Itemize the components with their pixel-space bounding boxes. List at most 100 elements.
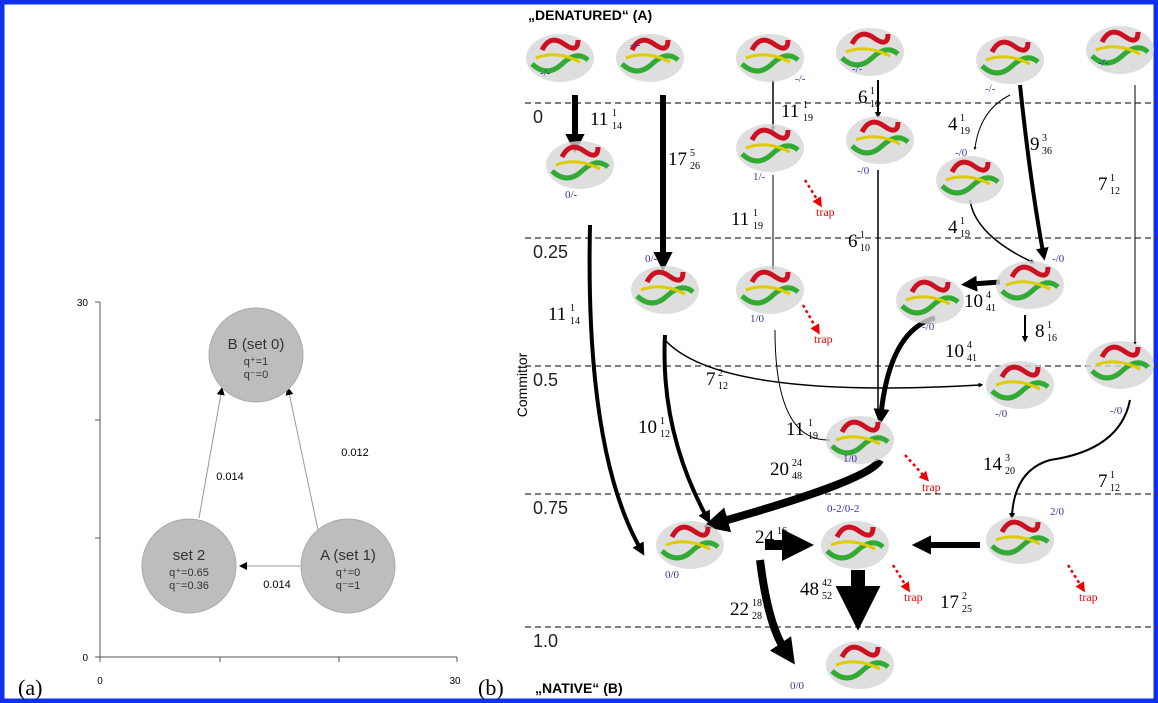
flux-min: 19 [753,221,763,232]
state-label: -/- [795,73,806,85]
edge [199,388,222,518]
flux-value: 7 [1098,471,1108,492]
state-node [209,308,303,402]
flux-max: 3 [1005,453,1010,464]
flux-value: 17 [940,592,959,613]
state-label: 1/0 [750,313,765,325]
flux-arrow [970,200,1032,262]
state-label: 1/- [753,171,766,183]
state-label: 0/- [645,253,658,265]
flux-min: 48 [792,471,802,482]
flux-max: 24 [792,458,802,469]
flux-max: 1 [870,86,875,97]
flux-value: 48 [800,579,819,600]
y-tick-label: 30 [77,298,89,309]
flux-min: 12 [1110,483,1120,494]
trap-arrow [1068,565,1081,586]
flux-value: 4 [948,217,958,238]
flux-max: 1 [808,418,813,429]
flux-value: 20 [770,459,789,480]
edge-rate: 0.014 [263,579,291,591]
figure: 300030(a)0.0140.0120.014B (set 0)q⁺=1q⁻=… [0,0,1158,703]
state-label: -/0 [995,408,1008,420]
flux-arrow [1020,85,1043,252]
flux-max: 3 [1042,133,1047,144]
flux-value: 7 [1098,174,1108,195]
level-label: 0.25 [533,242,568,262]
flux-value: 10 [964,291,983,312]
top-label: „DENATURED“ (A) [528,7,652,23]
node-qplus: q⁺=0 [336,567,360,579]
panel-label: (a) [18,675,42,700]
flux-max: 1 [1110,470,1115,481]
flux-max: 1 [803,100,808,111]
trap-label: trap [814,332,833,346]
state-label: -/0 [1110,405,1123,417]
flux-value: 10 [638,417,657,438]
flux-value: 4 [948,114,958,135]
flux-max: 4 [967,340,972,351]
flux-value: 6 [848,231,858,252]
flux-arrow [760,560,785,650]
panel-a: 300030(a)0.0140.0120.014B (set 0)q⁺=1q⁻=… [18,298,461,700]
flux-max: 1 [570,303,575,314]
state-node [301,519,395,613]
trap-arrow [893,565,906,586]
flux-max: 2 [962,591,967,602]
state-label: -/- [852,63,863,75]
level-label: 1.0 [533,631,558,651]
node-qplus: q⁺=1 [244,356,268,368]
flux-min: 12 [660,429,670,440]
level-label: 0.75 [533,498,568,518]
flux-value: 11 [781,101,799,122]
flux-min: 41 [967,353,977,364]
state-label: -/- [985,83,996,95]
flux-min: 19 [803,113,813,124]
node-qplus: q⁺=0.65 [169,567,209,579]
flux-max: 2 [718,368,723,379]
flux-max: 1 [660,416,665,427]
edge [288,388,318,530]
edge-rate: 0.012 [341,447,369,459]
state-label: -/- [540,67,551,79]
state-label: -/0 [857,165,870,177]
flux-value: 11 [731,209,749,230]
state-label: 0-2/0-2 [827,503,859,515]
trap-arrow [805,180,818,201]
flux-max: 1 [860,230,865,241]
flux-min: 14 [570,316,580,327]
flux-min: 28 [752,611,762,622]
flux-max: 1 [753,208,758,219]
flux-value: 11 [590,109,608,130]
trap-label: trap [904,590,923,604]
flux-min: 10 [870,99,880,110]
panel-label: (b) [478,675,504,700]
flux-min: 19 [960,229,970,240]
flux-value: 24 [755,527,775,548]
trap-label: trap [1079,590,1098,604]
flux-value: 11 [786,419,804,440]
flux-max: 4 [986,290,991,301]
x-tick-label: 0 [97,676,103,687]
flux-value: 22 [730,599,749,620]
flux-min: 19 [808,431,818,442]
flux-min: 36 [1042,146,1052,157]
state-label: 0/- [565,189,578,201]
flux-max: 1 [960,216,965,227]
trap-arrow [803,305,816,328]
trap-label: trap [816,205,835,219]
flux-min: 52 [822,591,832,602]
flux-min: 12 [718,381,728,392]
flux-max: 1 [612,108,617,119]
state-label: 0/0 [665,569,680,581]
node-name: A (set 1) [320,547,376,564]
state-label: 1/0 [843,453,858,465]
edge-rate: 0.014 [216,471,244,483]
flux-max: 18 [752,598,762,609]
y-tick-label: 0 [82,653,88,664]
flux-arrow [972,282,1000,284]
level-label: 0 [533,107,543,127]
panel-b: (b)„DENATURED“ (A)„NATIVE“ (B)Committor0… [478,7,1158,700]
flux-min: 26 [690,161,700,172]
flux-arrow [1012,400,1130,515]
